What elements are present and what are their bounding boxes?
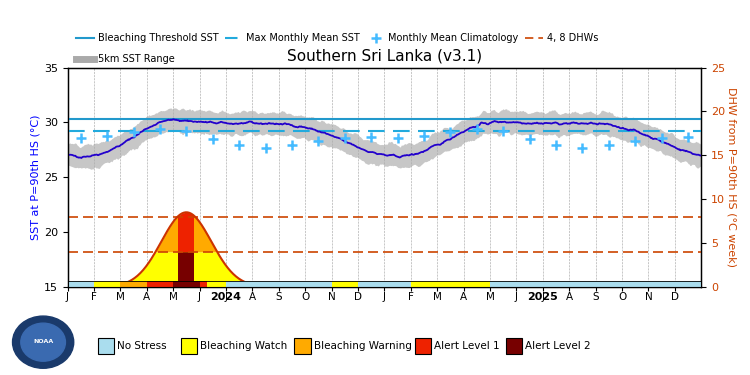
Text: 2025: 2025 [527,292,558,302]
Text: No Stress: No Stress [117,341,166,351]
Y-axis label: SST at P=90th HS (°C): SST at P=90th HS (°C) [31,114,40,240]
Title: Southern Sri Lanka (v3.1): Southern Sri Lanka (v3.1) [286,48,482,63]
Circle shape [13,316,74,368]
Text: NOAA: NOAA [33,339,53,344]
Y-axis label: DHW from P=90th HS (°C week): DHW from P=90th HS (°C week) [726,87,736,267]
Circle shape [13,316,74,368]
Text: Bleaching Watch: Bleaching Watch [200,341,287,351]
Circle shape [21,323,65,361]
Text: Bleaching Warning: Bleaching Warning [314,341,412,351]
Legend: 5km SST Range: 5km SST Range [72,50,178,68]
Text: Alert Level 2: Alert Level 2 [525,341,591,351]
Text: 2024: 2024 [211,292,242,302]
Text: Alert Level 1: Alert Level 1 [434,341,500,351]
